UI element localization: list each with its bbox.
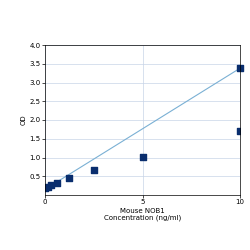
Y-axis label: OD: OD bbox=[21, 115, 27, 125]
Point bbox=[68, 176, 71, 180]
Point bbox=[238, 128, 242, 132]
Point bbox=[238, 66, 242, 70]
Point bbox=[92, 168, 96, 172]
Point bbox=[46, 185, 50, 189]
Point bbox=[43, 186, 47, 190]
Point bbox=[49, 183, 53, 187]
Point bbox=[55, 181, 59, 185]
X-axis label: Mouse NOB1
Concentration (ng/ml): Mouse NOB1 Concentration (ng/ml) bbox=[104, 208, 181, 222]
Point bbox=[140, 155, 144, 159]
